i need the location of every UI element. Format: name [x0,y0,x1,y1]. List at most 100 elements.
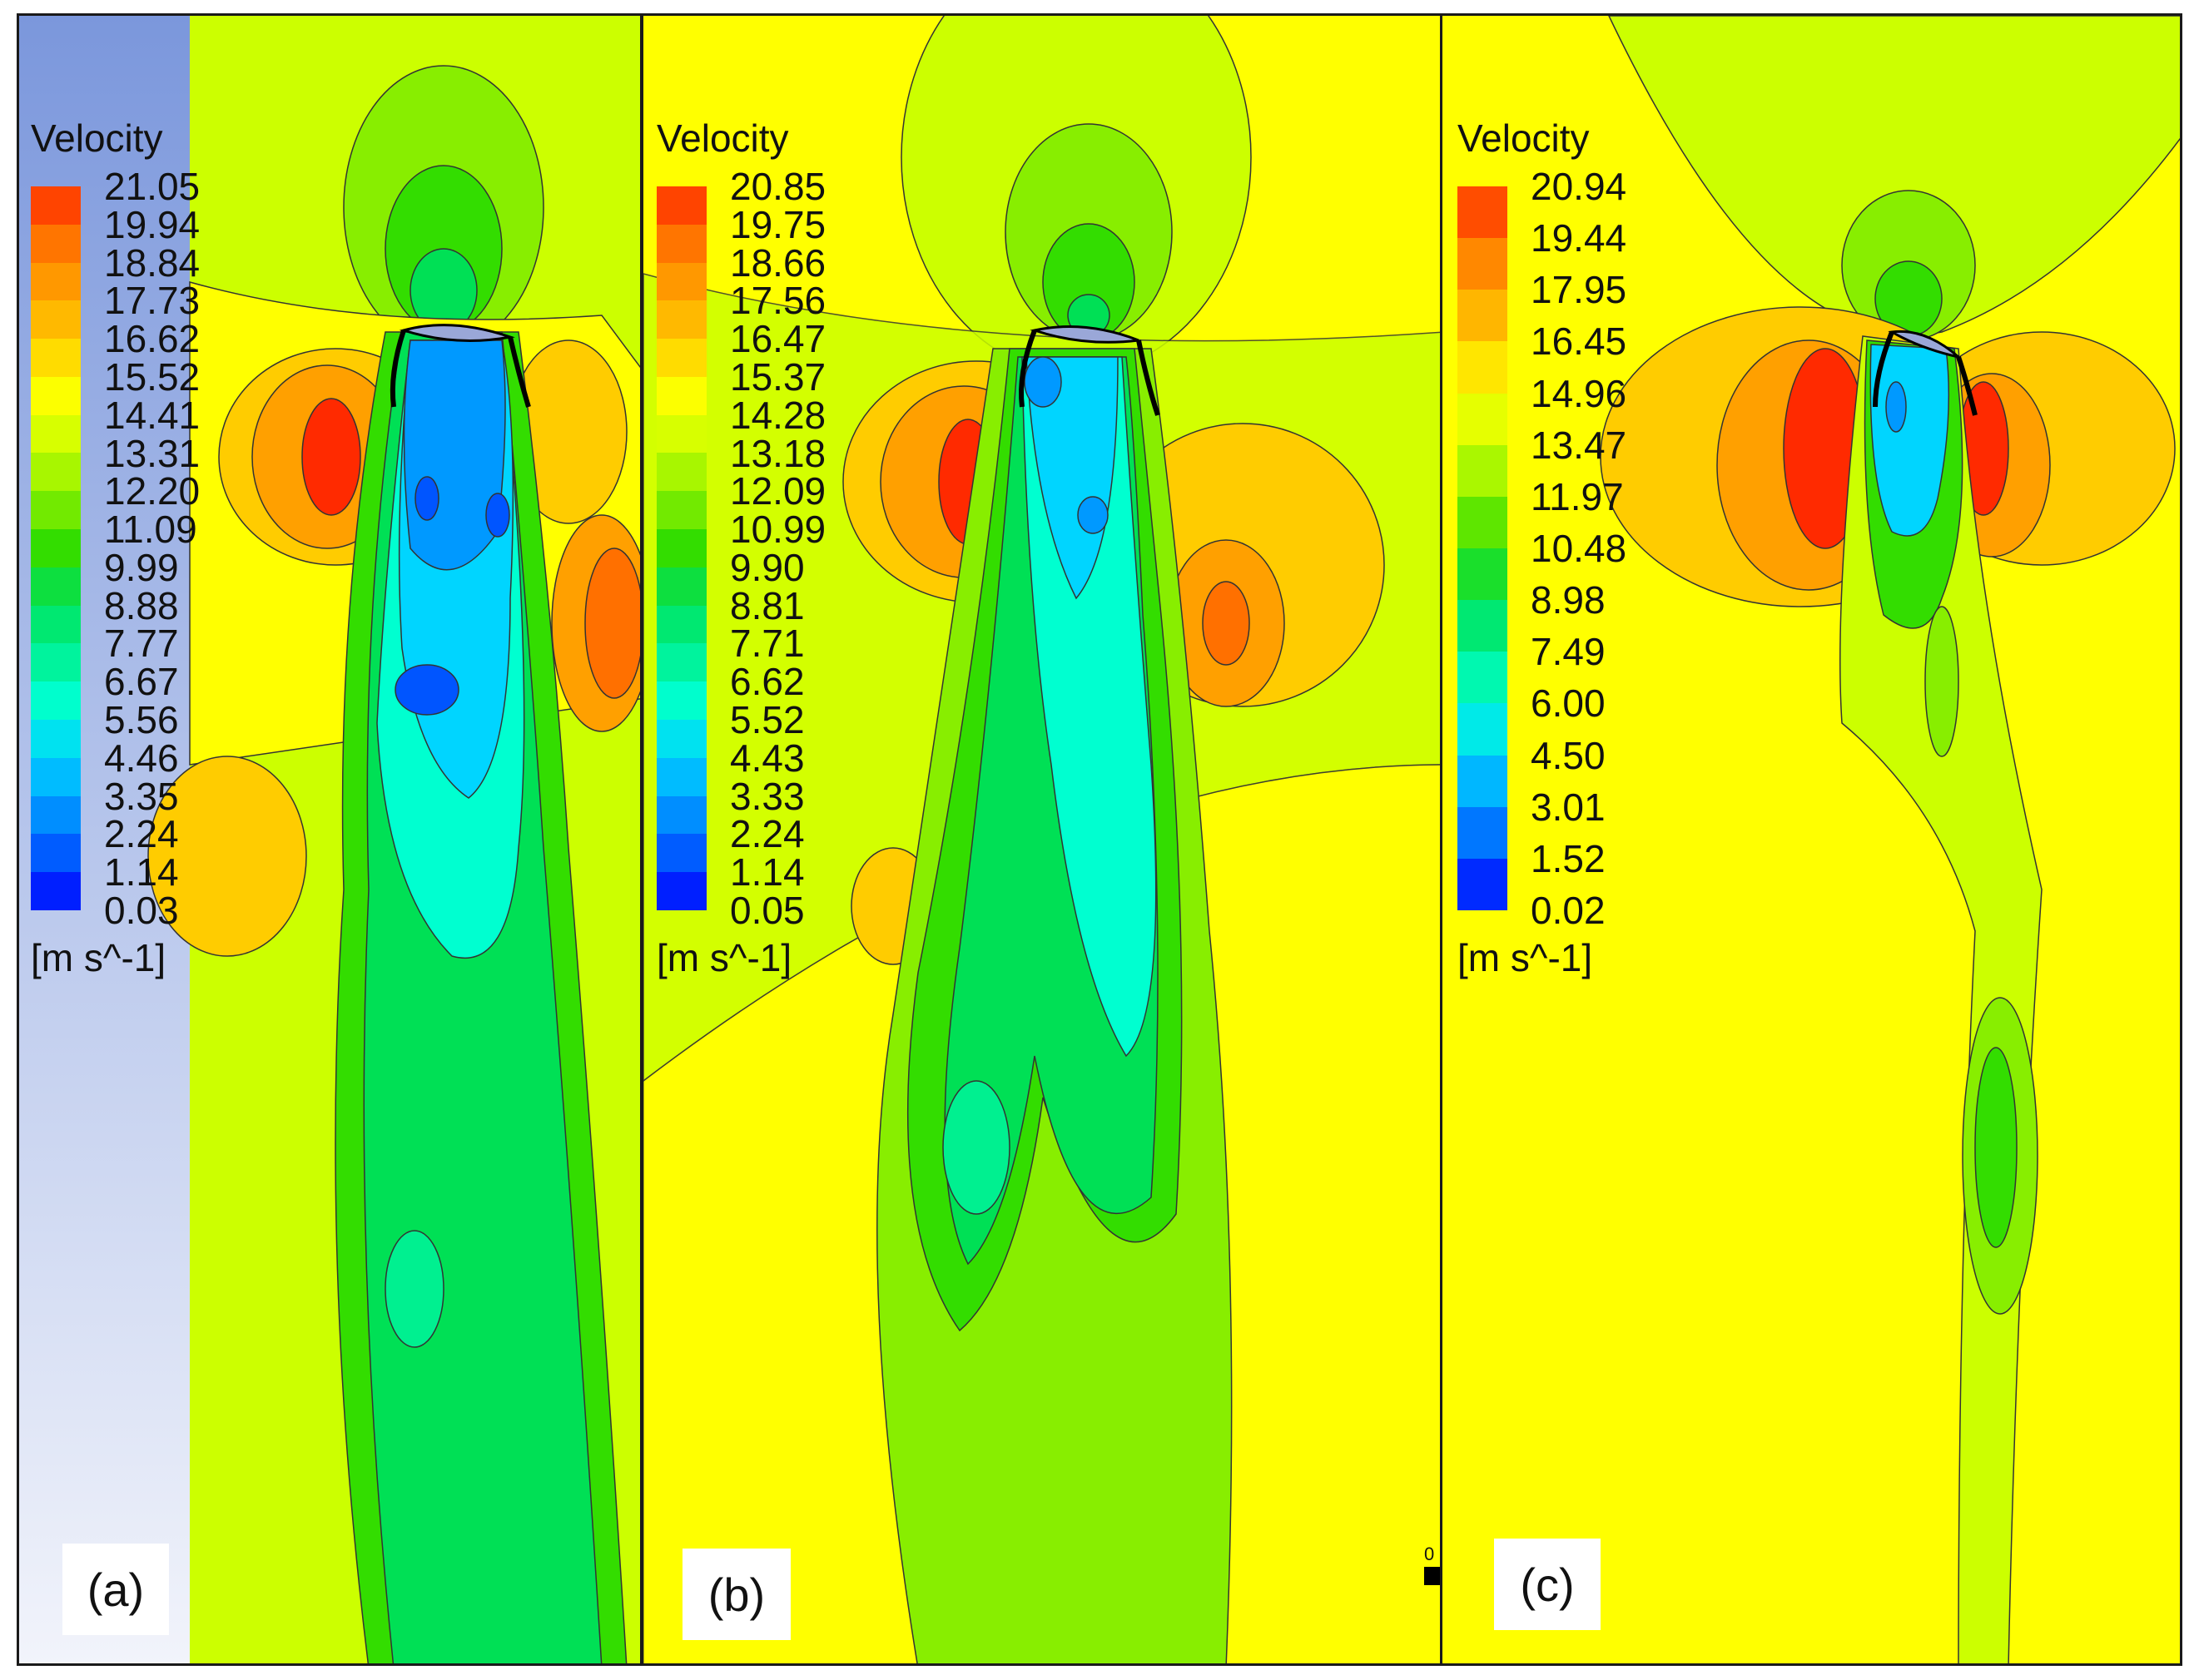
colorbar-tick-label: 12.20 [104,469,201,513]
colorbar-band [657,757,707,796]
colorbar-tick-label: 0.05 [730,889,805,932]
colorbar-tick-label: 16.45 [1531,320,1627,364]
colorbar-tick-label: 3.35 [104,774,179,818]
legend-title: Velocity [1457,116,1590,160]
colorbar-band [31,567,81,606]
colorbar-band [31,719,81,758]
colorbar-tick-label: 5.56 [104,698,179,742]
colorbar-tick-label: 12.09 [730,469,826,513]
legend-unit: [m s^-1] [1457,936,1593,979]
colorbar-band [31,262,81,301]
colorbar-band [1457,600,1507,652]
colorbar-band [31,643,81,682]
colorbar-tick-label: 20.85 [730,165,826,208]
panel-label: (a) [62,1544,169,1635]
colorbar [657,186,707,910]
colorbar-tick-label: 13.31 [104,431,201,475]
colorbar-tick-label: 11.09 [104,508,197,552]
colorbar-band [31,186,81,225]
colorbar-band [657,414,707,453]
colorbar-tick-label: 9.90 [730,545,805,589]
colorbar-tick-label: 8.88 [104,583,179,627]
colorbar-tick-label: 4.46 [104,736,179,780]
colorbar-tick-label: 1.14 [730,850,805,895]
colorbar-tick-label: 7.49 [1531,630,1606,674]
colorbar [1457,186,1507,910]
colorbar-tick-label: 8.98 [1531,578,1606,622]
colorbar-band [31,529,81,567]
colorbar-tick-label: 2.24 [730,812,805,856]
colorbar-tick-label: 6.00 [1531,681,1606,726]
colorbar-band [657,872,707,910]
colorbar [31,186,81,910]
colorbar-band [657,681,707,720]
colorbar-tick-label: 20.94 [1531,165,1627,208]
colorbar-tick-label: 8.81 [730,583,805,627]
colorbar-tick-label: 7.77 [104,622,179,666]
colorbar-band [31,872,81,910]
colorbar-tick-label: 14.96 [1531,371,1627,415]
colorbar-band [1457,858,1507,910]
legend-unit: [m s^-1] [657,936,792,979]
colorbar-tick-label: 0.03 [104,889,179,932]
colorbar-band [657,300,707,339]
colorbar-band [1457,652,1507,704]
colorbar-tick-label: 16.62 [104,317,201,361]
colorbar-band [31,300,81,339]
colorbar-band [1457,496,1507,548]
colorbar-tick-label: 14.28 [730,393,826,437]
colorbar-band [657,719,707,758]
colorbar-tick-label: 3.33 [730,774,805,818]
colorbar-band [31,376,81,415]
colorbar-band [657,643,707,682]
colorbar-tick-label: 11.97 [1531,474,1624,518]
colorbar-band [657,262,707,301]
colorbar-band [657,529,707,567]
colorbar-band [1457,186,1507,239]
colorbar-band [1457,755,1507,807]
colorbar-tick-label: 7.71 [730,622,805,666]
colorbar-band [1457,444,1507,497]
colorbar-band [657,224,707,263]
colorbar-tick-label: 16.47 [730,317,826,361]
panel-label: (b) [683,1549,791,1640]
colorbar-tick-label: 14.41 [104,393,201,437]
colorbar-band [31,491,81,530]
colorbar-band [657,567,707,606]
colorbar-band [657,339,707,377]
colorbar-band [31,414,81,453]
colorbar-band [657,453,707,492]
colorbar-tick-label: 10.99 [730,508,826,552]
velocity-field-a [19,16,640,1663]
colorbar-tick-label: 19.75 [730,202,826,246]
colorbar-band [657,376,707,415]
colorbar-band [31,834,81,873]
colorbar-tick-label: 15.52 [104,354,201,399]
colorbar-tick-label: 13.18 [730,431,826,475]
panel-label: (c) [1494,1539,1601,1630]
panel-c: Velocity 20.94 19.44 17.95 16.45 14.96 13.47 1… [1440,13,2182,1666]
colorbar-band [31,339,81,377]
colorbar-tick-label: 6.62 [730,660,805,704]
colorbar-band [1457,341,1507,394]
panel-b: Velocity 20.85 19.75 18.66 17.56 16.47 15.37 1… [641,13,1442,1666]
colorbar-tick-label: 4.43 [730,736,805,780]
colorbar-tick-label: 2.24 [104,812,179,856]
colorbar-band [31,224,81,263]
colorbar-band [657,186,707,225]
legend-unit: [m s^-1] [31,936,166,979]
colorbar-band [1457,393,1507,445]
colorbar-tick-label: 9.99 [104,545,179,589]
colorbar-tick-label: 19.94 [104,202,201,246]
colorbar-tick-label: 15.37 [730,354,826,399]
colorbar-tick-label: 6.67 [104,660,179,704]
colorbar-tick-label: 10.48 [1531,527,1627,570]
colorbar-tick-label: 5.52 [730,698,805,742]
colorbar-band [1457,703,1507,756]
colorbar-band [657,834,707,873]
colorbar-band [31,453,81,492]
colorbar-tick-label: 1.14 [104,850,179,895]
colorbar-tick-label: 1.52 [1531,836,1606,880]
velocity-field-b [643,16,1440,1663]
